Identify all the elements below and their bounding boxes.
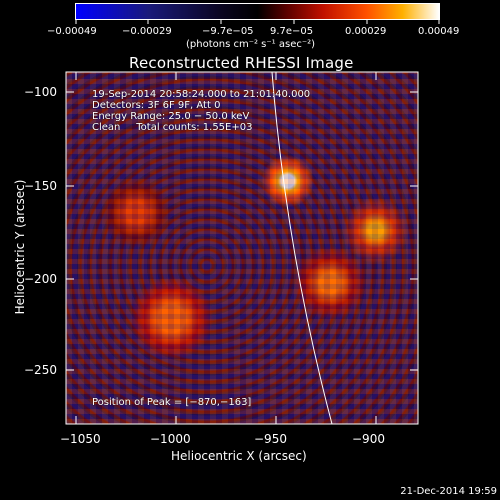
y-tick-label: −200 [24,272,57,286]
colorbar-tick-2: −9.7e−05 [202,26,254,37]
y-tick-label: −250 [24,363,57,377]
annotation-peak: Position of Peak = [−870,−163] [92,397,252,408]
annotation-time: 19-Sep-2014 20:58:24.000 to 21:01:40.000 [92,89,311,100]
colorbar-tick-0: −0.00049 [47,26,97,37]
x-tick-label: −900 [352,432,385,446]
colorbar-tick-3: 9.7e−05 [270,26,314,37]
colorbar-tick-1: −0.00029 [122,26,172,37]
colorbar-tick-4: 0.00029 [345,26,387,37]
rhessi-image [66,72,418,424]
annotation-clean: Clean Total counts: 1.55E+03 [92,122,253,133]
annotation-energy: Energy Range: 25.0 − 50.0 keV [92,111,250,122]
y-axis-title: Heliocentric Y (arcsec) [13,179,27,315]
x-axis-title: Heliocentric X (arcsec) [171,449,307,463]
colorbar [75,3,440,20]
y-tick-label: −150 [24,179,57,193]
colorbar-units: (photons cm⁻² s⁻¹ asec⁻²) [186,39,316,50]
y-tick-label: −100 [24,85,57,99]
x-tick-label: −1000 [150,432,191,446]
plot-title: Reconstructed RHESSI Image [129,54,354,72]
annotation-detectors: Detectors: 3F 6F 9F, Att 0 [92,100,221,111]
x-tick-label: −950 [254,432,287,446]
solar-limb-line [271,71,333,425]
colorbar-tick-5: 0.00049 [418,26,460,37]
x-tick-label: −1050 [60,432,101,446]
footer-timestamp: 21-Dec-2014 19:59 [400,486,497,497]
